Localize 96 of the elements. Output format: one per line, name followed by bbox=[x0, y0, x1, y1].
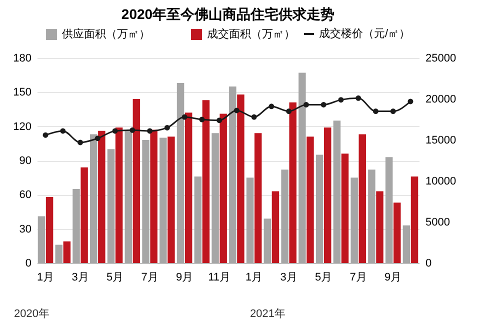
bar bbox=[289, 102, 296, 263]
x-tick-label: 11月 bbox=[208, 272, 231, 284]
y2-tick-label: 0 bbox=[426, 258, 432, 270]
point bbox=[94, 136, 100, 142]
bar bbox=[72, 188, 80, 263]
y2-tick-label: 25000 bbox=[426, 52, 456, 64]
x-tick-label: 5月 bbox=[106, 272, 124, 284]
point bbox=[338, 97, 344, 103]
bar bbox=[176, 83, 184, 263]
x-tick-label: 3月 bbox=[72, 272, 89, 284]
bar bbox=[237, 94, 244, 263]
bar bbox=[358, 134, 366, 263]
bar bbox=[298, 72, 306, 263]
x-tick-label: 7月 bbox=[350, 272, 367, 284]
bar bbox=[107, 149, 115, 263]
text: 2020年 bbox=[14, 307, 50, 321]
y2-tick-label: 5000 bbox=[426, 216, 450, 228]
y2-tick-label: 20000 bbox=[426, 94, 456, 106]
bar bbox=[385, 157, 393, 263]
bar bbox=[316, 154, 324, 263]
bar bbox=[38, 216, 46, 263]
point bbox=[286, 108, 292, 114]
bar bbox=[246, 178, 254, 263]
point bbox=[130, 127, 136, 133]
y-tick-label: 30 bbox=[19, 223, 32, 236]
bar bbox=[220, 114, 227, 263]
point bbox=[268, 104, 274, 110]
bar bbox=[115, 127, 123, 263]
y2-tick-label: 10000 bbox=[426, 176, 456, 188]
bar bbox=[80, 167, 88, 263]
point bbox=[390, 108, 396, 114]
y-tick-label: 0 bbox=[25, 258, 32, 270]
bar bbox=[184, 112, 192, 263]
point bbox=[147, 128, 153, 134]
point bbox=[251, 114, 257, 120]
point bbox=[372, 108, 378, 114]
text: 2021年 bbox=[250, 307, 286, 321]
x-tick-label: 3月 bbox=[280, 272, 298, 284]
x-tick-label: 9月 bbox=[384, 272, 402, 284]
bar bbox=[306, 136, 314, 263]
legend-label: 供应面积（万㎡） bbox=[62, 28, 150, 41]
y-tick-label: 90 bbox=[19, 155, 32, 167]
chart-title: 2020年至今佛山商品住宅供求走势 bbox=[121, 6, 335, 22]
point bbox=[164, 124, 170, 130]
legend-label: 成交面积（万㎡） bbox=[207, 28, 295, 41]
bar bbox=[212, 133, 219, 263]
bar bbox=[194, 176, 202, 263]
bar bbox=[202, 100, 210, 263]
bar bbox=[132, 99, 140, 263]
bar bbox=[90, 134, 98, 263]
point bbox=[320, 102, 326, 108]
bar bbox=[63, 241, 71, 263]
y-tick-label: 150 bbox=[13, 86, 32, 99]
x-tick-label: 5月 bbox=[315, 272, 332, 284]
y-tick-label: 120 bbox=[13, 120, 32, 133]
x-tick-label: 1月 bbox=[246, 272, 263, 284]
point bbox=[112, 128, 118, 134]
point bbox=[60, 128, 66, 134]
point bbox=[42, 132, 48, 138]
bar bbox=[333, 120, 341, 263]
bar bbox=[254, 133, 262, 263]
x-tick-label: 1月 bbox=[36, 272, 54, 284]
bar bbox=[46, 196, 54, 263]
legend-label: 成交楼价（元/㎡） bbox=[319, 27, 410, 40]
bar bbox=[55, 244, 62, 263]
bar bbox=[368, 170, 376, 263]
bar bbox=[376, 191, 384, 263]
bar bbox=[402, 225, 410, 263]
x-tick-label: 9月 bbox=[176, 272, 194, 284]
bar bbox=[324, 127, 332, 263]
bar bbox=[350, 178, 358, 263]
bar bbox=[341, 154, 349, 263]
bar bbox=[160, 138, 167, 263]
y-tick-label: 180 bbox=[13, 52, 32, 64]
x-tick-label: 7月 bbox=[141, 272, 158, 284]
bar bbox=[281, 170, 288, 263]
point bbox=[78, 140, 84, 146]
point bbox=[408, 98, 414, 104]
bar bbox=[229, 86, 236, 263]
point bbox=[199, 116, 205, 122]
point bbox=[303, 102, 309, 108]
y-tick-label: 60 bbox=[19, 189, 32, 202]
y2-tick-label: 15000 bbox=[426, 134, 456, 146]
bar bbox=[264, 218, 272, 263]
bar bbox=[98, 130, 106, 263]
bar bbox=[272, 191, 280, 263]
bar bbox=[124, 130, 132, 263]
point bbox=[182, 114, 188, 120]
bar bbox=[150, 130, 158, 263]
point bbox=[356, 95, 362, 101]
point bbox=[234, 108, 240, 114]
bar bbox=[142, 140, 150, 263]
point bbox=[216, 118, 222, 124]
bar bbox=[410, 176, 418, 263]
bar bbox=[168, 136, 175, 263]
bar bbox=[394, 202, 401, 263]
